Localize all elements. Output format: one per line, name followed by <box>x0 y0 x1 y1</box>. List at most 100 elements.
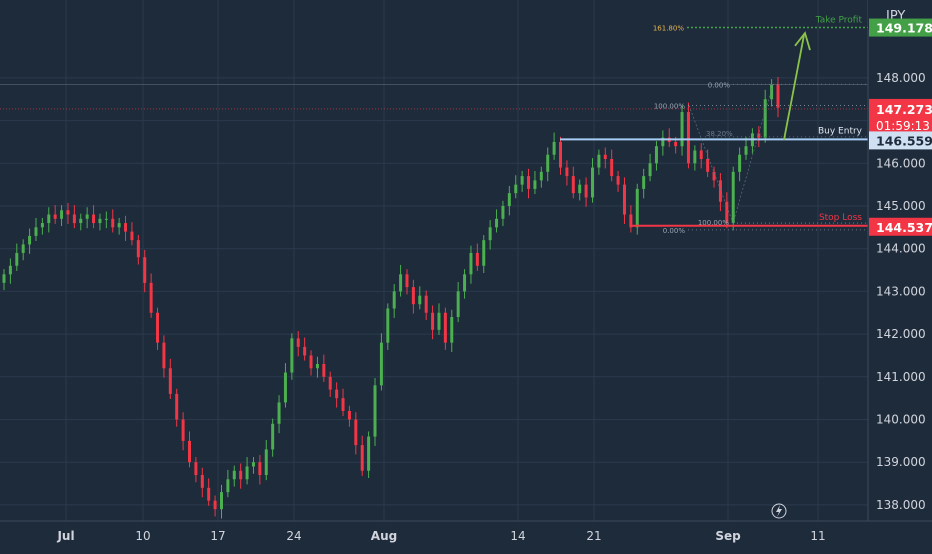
candle-body <box>674 141 678 147</box>
candle-body <box>117 223 121 228</box>
fib-trace <box>688 84 774 225</box>
candle-body <box>514 184 518 194</box>
lightning-icon[interactable] <box>771 503 787 519</box>
candles <box>2 77 780 519</box>
candle-body <box>347 410 351 420</box>
fib-label-0-bottom: 0.00% <box>663 227 686 235</box>
candle-body <box>501 205 505 219</box>
y-tick-label: 141.000 <box>876 370 926 384</box>
candle-body <box>699 150 703 160</box>
candle-body <box>635 188 639 228</box>
candle-body <box>565 167 569 177</box>
candle-body <box>15 252 19 266</box>
candle-body <box>386 308 390 343</box>
candle-body <box>539 171 543 181</box>
candle-body <box>85 214 89 219</box>
candle-body <box>654 146 658 164</box>
candle-body <box>642 176 646 189</box>
candle-body <box>290 338 294 373</box>
y-tick-label: 148.000 <box>876 71 926 85</box>
y-tick-label: 143.000 <box>876 284 926 298</box>
candle-body <box>34 227 38 236</box>
candle-body <box>399 274 403 292</box>
x-tick-label: 14 <box>510 529 525 543</box>
y-tick-label: 146.000 <box>876 156 926 170</box>
candle-body <box>207 487 211 501</box>
current-price-badge: 147.273 <box>876 102 932 117</box>
candle-body <box>584 184 588 198</box>
candle-body <box>725 201 729 224</box>
candle-body <box>482 240 486 266</box>
fib-label-100-left: 100.00% <box>654 103 685 111</box>
candle-body <box>40 223 44 228</box>
candle-body <box>168 368 172 394</box>
candle-body <box>130 231 134 241</box>
candle-body <box>277 402 281 424</box>
candle-body <box>21 244 25 253</box>
candle-body <box>181 419 185 441</box>
candle-body <box>546 154 550 172</box>
x-tick-label: 21 <box>586 529 601 543</box>
y-tick-label: 144.000 <box>876 242 926 256</box>
candle-body <box>309 355 313 369</box>
fib-label-0-top: 0.00% <box>708 81 731 89</box>
candle-body <box>251 462 255 467</box>
candle-body <box>706 159 710 172</box>
candle-body <box>188 440 192 463</box>
candle-body <box>8 265 12 275</box>
candle-body <box>92 214 96 224</box>
candle-body <box>194 462 198 476</box>
candle-body <box>610 159 614 177</box>
target-arrow-shaft <box>783 34 805 140</box>
stop-loss-price-badge: 144.537 <box>876 220 932 235</box>
candle-body <box>507 193 511 206</box>
candle-body <box>738 154 742 172</box>
current-price-badge-bg <box>869 98 932 135</box>
candle-body <box>379 342 383 386</box>
candle-body <box>60 210 64 219</box>
candle-body <box>552 141 556 155</box>
candle-body <box>693 150 697 164</box>
candle-body <box>680 112 684 147</box>
candle-body <box>175 393 179 420</box>
candle-body <box>411 287 415 305</box>
x-tick-label: Jul <box>56 529 74 543</box>
candle-body <box>315 363 319 369</box>
y-tick-label: 139.000 <box>876 455 926 469</box>
candle-body <box>156 312 160 343</box>
candle-body <box>603 154 607 160</box>
candle-body <box>597 154 601 168</box>
take-profit-price-badge-bg <box>869 18 932 37</box>
target-arrow-head <box>794 31 811 51</box>
candle-body <box>213 500 217 510</box>
stop-loss-label: Stop Loss <box>819 213 862 223</box>
candle-body <box>72 214 76 224</box>
candle-body <box>232 470 236 480</box>
y-tick-label: 142.000 <box>876 327 926 341</box>
take-profit-label: Take Profit <box>815 16 863 26</box>
buy-entry-price-badge-bg <box>869 131 932 150</box>
candle-body <box>53 214 57 219</box>
candle-body <box>450 317 454 343</box>
candle-body <box>66 210 70 215</box>
candle-body <box>200 475 204 488</box>
fib-label-38: 38.20% <box>706 130 733 138</box>
candle-body <box>424 295 428 313</box>
candle-body <box>475 252 479 266</box>
candle-body <box>776 84 780 108</box>
stop-loss-price-badge-bg <box>869 217 932 236</box>
candle-body <box>495 218 499 228</box>
candle-body <box>328 376 332 390</box>
candle-body <box>520 176 524 185</box>
candle-body <box>283 372 287 403</box>
candle-body <box>571 176 575 194</box>
candle-body <box>104 218 108 220</box>
x-tick-label: 24 <box>286 529 301 543</box>
candle-body <box>149 282 153 313</box>
candle-body <box>431 312 435 330</box>
candle-body <box>648 163 652 177</box>
candle-body <box>239 470 243 480</box>
